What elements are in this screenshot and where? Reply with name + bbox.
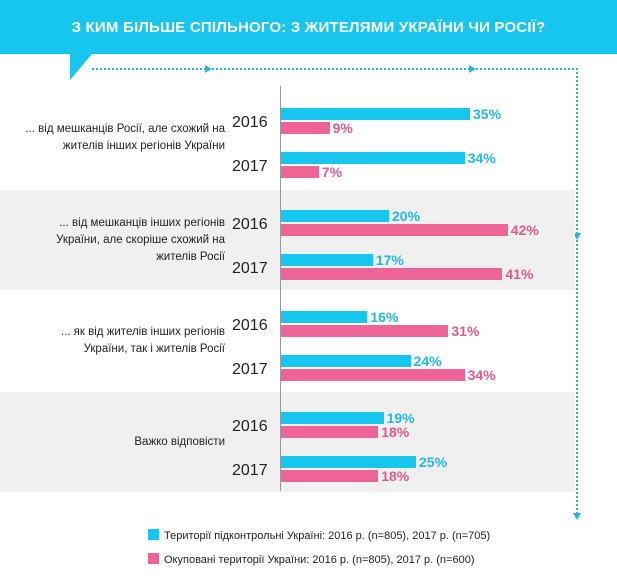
value-label: 24% [413,353,442,369]
year-label: 2017 [232,361,268,378]
bar-controlled [281,456,416,468]
bar-occupied [281,369,465,381]
bar-occupied [281,268,503,280]
value-label: 18% [381,424,410,440]
bar-controlled [281,311,368,323]
chart-title: З КИМ БІЛЬШЕ СПІЛЬНОГО: З ЖИТЕЛЯМИ УКРАЇ… [71,19,546,36]
bar-occupied [281,122,330,134]
arrow-right-icon [205,65,212,73]
category-label: України, але скоріше схожий на [56,233,225,246]
year-label: 2016 [232,114,268,131]
value-label: 41% [505,266,534,282]
year-label: 2016 [232,418,268,435]
y-axis-line [280,86,281,491]
bar-controlled [281,412,384,424]
value-label: 16% [370,309,399,325]
value-label: 17% [375,252,404,268]
legend-item-occupied: Окуповані території України: 2016 р. (n=… [148,553,474,566]
bar-occupied [281,470,379,482]
arrow-right-icon [469,65,476,73]
value-label: 7% [321,164,343,180]
arrow-down-icon [573,513,581,520]
bar-occupied [281,166,319,178]
value-label: 25% [419,454,448,470]
dotted-line-vertical [576,68,578,518]
bar-controlled [281,355,411,367]
category-label: жителів інших регіонів України [62,140,225,152]
legend-item-controlled: Території підконтрольні Україні: 2016 р.… [148,529,490,542]
value-label: 18% [381,468,410,484]
category-label: ... від мешканців Росії, але схожий на [25,123,225,135]
arrow-down-icon [573,233,581,240]
year-label: 2017 [232,158,268,175]
year-label: 2017 [232,462,268,479]
value-label: 20% [392,208,421,224]
year-label: 2016 [232,317,268,334]
value-label: 35% [473,106,502,122]
value-label: 34% [467,367,496,383]
dotted-line-horizontal [92,68,578,70]
category-label: України, так і жителів Росії [83,343,225,355]
value-label: 19% [386,410,415,426]
category-label: ... від мешканців інших регіонів [59,216,225,229]
bar-controlled [281,254,373,266]
bar-occupied [281,426,379,438]
banner-tail [70,54,92,80]
bar-controlled [281,108,470,120]
title-banner [0,0,617,54]
value-label: 34% [467,150,496,166]
value-label: 31% [451,323,480,339]
category-label: жителів Росії [156,250,225,263]
bar-occupied [281,325,449,337]
category-label: ... як від жителів інших регіонів [60,326,225,338]
year-label: 2016 [232,216,268,233]
category-label: Важко відповісти [134,435,225,448]
value-label: 42% [510,222,539,238]
legend-swatch-cyan [148,529,159,540]
bar-occupied [281,224,508,236]
value-label: 9% [332,120,353,136]
legend-label: Території підконтрольні Україні: 2016 р.… [164,530,491,542]
legend-label: Окуповані території України: 2016 р. (n=… [164,554,475,566]
year-label: 2017 [232,260,268,277]
bar-controlled [281,210,389,222]
bar-controlled [281,152,465,164]
legend-swatch-pink [148,553,159,564]
